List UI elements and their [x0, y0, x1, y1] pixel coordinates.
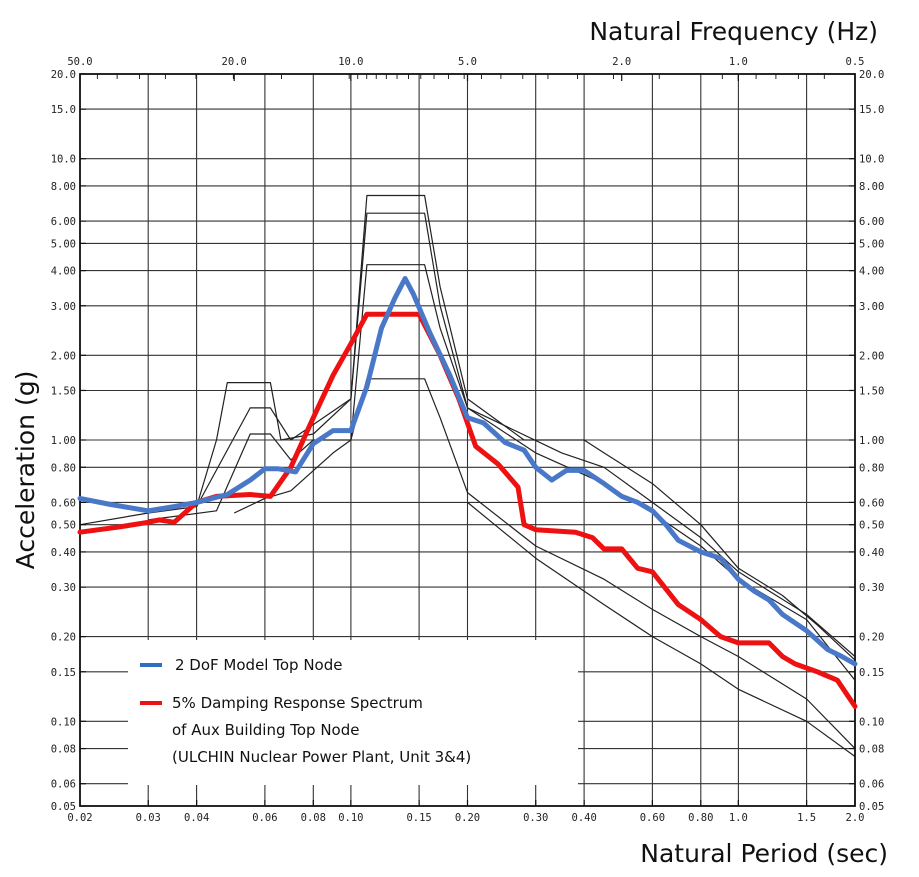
- top-tick-label: 20.0: [222, 56, 247, 68]
- bottom-tick-label: 0.30: [523, 812, 548, 824]
- bottom-tick-label: 0.60: [640, 812, 665, 824]
- left-tick-label: 0.60: [51, 497, 76, 509]
- right-tick-label: 0.40: [859, 547, 884, 559]
- legend-label-spectrum-line1: 5% Damping Response Spectrum: [172, 694, 423, 712]
- right-tick-label: 0.30: [859, 582, 884, 594]
- left-tick-label: 2.00: [51, 350, 76, 362]
- bottom-tick-label: 2.0: [846, 812, 865, 824]
- top-tick-label: 50.0: [67, 56, 92, 68]
- right-tick-label: 1.50: [859, 385, 884, 397]
- bottom-tick-label: 0.80: [688, 812, 713, 824]
- right-tick-label: 1.00: [859, 435, 884, 447]
- right-tick-label: 0.60: [859, 497, 884, 509]
- x-axis-title: Natural Period (sec): [640, 839, 888, 868]
- left-tick-label: 5.00: [51, 238, 76, 250]
- bottom-tick-label: 0.20: [455, 812, 480, 824]
- legend-label-spectrum-line2: of Aux Building Top Node: [172, 721, 360, 739]
- bottom-tick-label: 0.40: [572, 812, 597, 824]
- left-tick-label: 0.20: [51, 632, 76, 644]
- y-axis-title: Acceleration (g): [11, 371, 40, 570]
- bottom-tick-label: 0.15: [406, 812, 431, 824]
- right-tick-label: 8.00: [859, 181, 884, 193]
- top-tick-label: 10.0: [338, 56, 363, 68]
- bottom-tick-label: 0.03: [136, 812, 161, 824]
- left-tick-label: 15.0: [51, 104, 76, 116]
- envelope-curve: [467, 501, 856, 757]
- left-tick-label: 1.50: [51, 385, 76, 397]
- right-tick-label: 6.00: [859, 216, 884, 228]
- left-tick-label: 8.00: [51, 181, 76, 193]
- left-tick-label: 10.0: [51, 154, 76, 166]
- left-tick-label: 0.15: [51, 667, 76, 679]
- legend-background: [128, 640, 578, 785]
- bottom-tick-label: 1.0: [729, 812, 748, 824]
- envelope-curve: [79, 194, 856, 661]
- envelope-curve: [196, 212, 856, 657]
- right-tick-label: 0.05: [859, 801, 884, 813]
- axis-ticks: 0.02 0.03 0.04 0.06 0.08 0.10 0.15 0.20 0.30 0.40…: [51, 56, 885, 824]
- left-tick-label: 0.05: [51, 801, 76, 813]
- top-tick-label: 0.5: [846, 56, 865, 68]
- data-series: [77, 276, 858, 709]
- series-2dof-model-top-node: [77, 276, 858, 667]
- right-tick-label: 5.00: [859, 238, 884, 250]
- left-tick-label: 0.80: [51, 462, 76, 474]
- right-tick-label: 0.08: [859, 744, 884, 756]
- envelope-curve: [233, 378, 856, 750]
- bottom-tick-label: 0.08: [301, 812, 326, 824]
- left-tick-label: 0.40: [51, 547, 76, 559]
- left-tick-label: 4.00: [51, 266, 76, 278]
- bottom-tick-label: 0.06: [252, 812, 277, 824]
- right-tick-label: 4.00: [859, 266, 884, 278]
- left-tick-label: 20.0: [51, 69, 76, 81]
- legend: 2 DoF Model Top Node 5% Damping Response…: [128, 640, 578, 785]
- left-tick-label: 1.00: [51, 435, 76, 447]
- left-tick-label: 0.10: [51, 716, 76, 728]
- left-tick-label: 3.00: [51, 301, 76, 313]
- right-tick-label: 0.80: [859, 462, 884, 474]
- left-tick-label: 0.08: [51, 744, 76, 756]
- bottom-tick-label: 0.04: [184, 812, 209, 824]
- right-tick-label: 3.00: [859, 301, 884, 313]
- right-tick-label: 20.0: [859, 69, 884, 81]
- legend-label-model: 2 DoF Model Top Node: [175, 656, 342, 674]
- top-tick-label: 5.0: [458, 56, 477, 68]
- left-tick-label: 0.06: [51, 779, 76, 791]
- right-tick-label: 10.0: [859, 154, 884, 166]
- top-axis-title: Natural Frequency (Hz): [589, 17, 878, 46]
- right-tick-label: 0.15: [859, 667, 884, 679]
- left-tick-label: 0.30: [51, 582, 76, 594]
- right-tick-label: 2.00: [859, 350, 884, 362]
- right-tick-label: 0.20: [859, 632, 884, 644]
- legend-label-spectrum-line3: (ULCHIN Nuclear Power Plant, Unit 3&4): [172, 748, 471, 766]
- right-tick-label: 0.10: [859, 716, 884, 728]
- bottom-tick-label: 0.10: [338, 812, 363, 824]
- right-tick-label: 0.50: [859, 520, 884, 532]
- top-tick-label: 1.0: [729, 56, 748, 68]
- bottom-tick-label: 1.5: [797, 812, 816, 824]
- bottom-tick-label: 0.02: [67, 812, 92, 824]
- right-tick-label: 0.06: [859, 779, 884, 791]
- top-tick-label: 2.0: [612, 56, 631, 68]
- left-tick-label: 6.00: [51, 216, 76, 228]
- left-tick-label: 0.50: [51, 520, 76, 532]
- right-tick-label: 15.0: [859, 104, 884, 116]
